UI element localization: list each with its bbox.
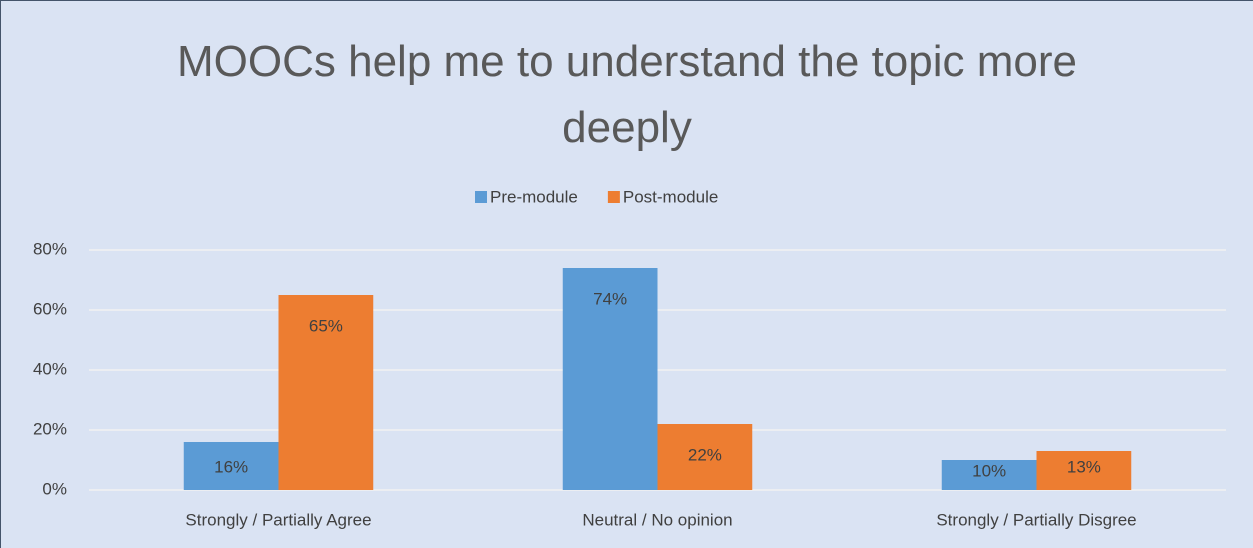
data-label: 10% <box>972 461 1006 480</box>
data-label: 22% <box>688 445 722 464</box>
data-label: 13% <box>1067 457 1101 476</box>
data-label: 16% <box>214 457 248 476</box>
legend-label: Pre-module <box>490 187 578 206</box>
legend-label: Post-module <box>623 187 718 206</box>
x-tick-label: Strongly / Partially Disgree <box>936 510 1136 529</box>
bar <box>562 268 658 490</box>
legend-swatch <box>607 191 620 203</box>
legend-swatch <box>475 191 487 203</box>
bar <box>941 460 1037 490</box>
data-label: 74% <box>593 289 627 308</box>
y-tick-label: 80% <box>33 239 67 258</box>
y-tick-label: 40% <box>33 359 67 378</box>
y-tick-label: 60% <box>33 299 67 318</box>
bar <box>1036 451 1132 490</box>
x-tick-label: Neutral / No opinion <box>582 510 732 529</box>
chart-title: MOOCs help me to understand the topic mo… <box>177 37 1077 152</box>
x-tick-label: Strongly / Partially Agree <box>185 510 371 529</box>
data-label: 65% <box>309 316 343 335</box>
y-tick-label: 0% <box>42 479 67 498</box>
bar <box>278 295 374 490</box>
y-tick-label: 20% <box>33 419 67 438</box>
bar <box>657 424 753 490</box>
bar <box>183 442 279 490</box>
